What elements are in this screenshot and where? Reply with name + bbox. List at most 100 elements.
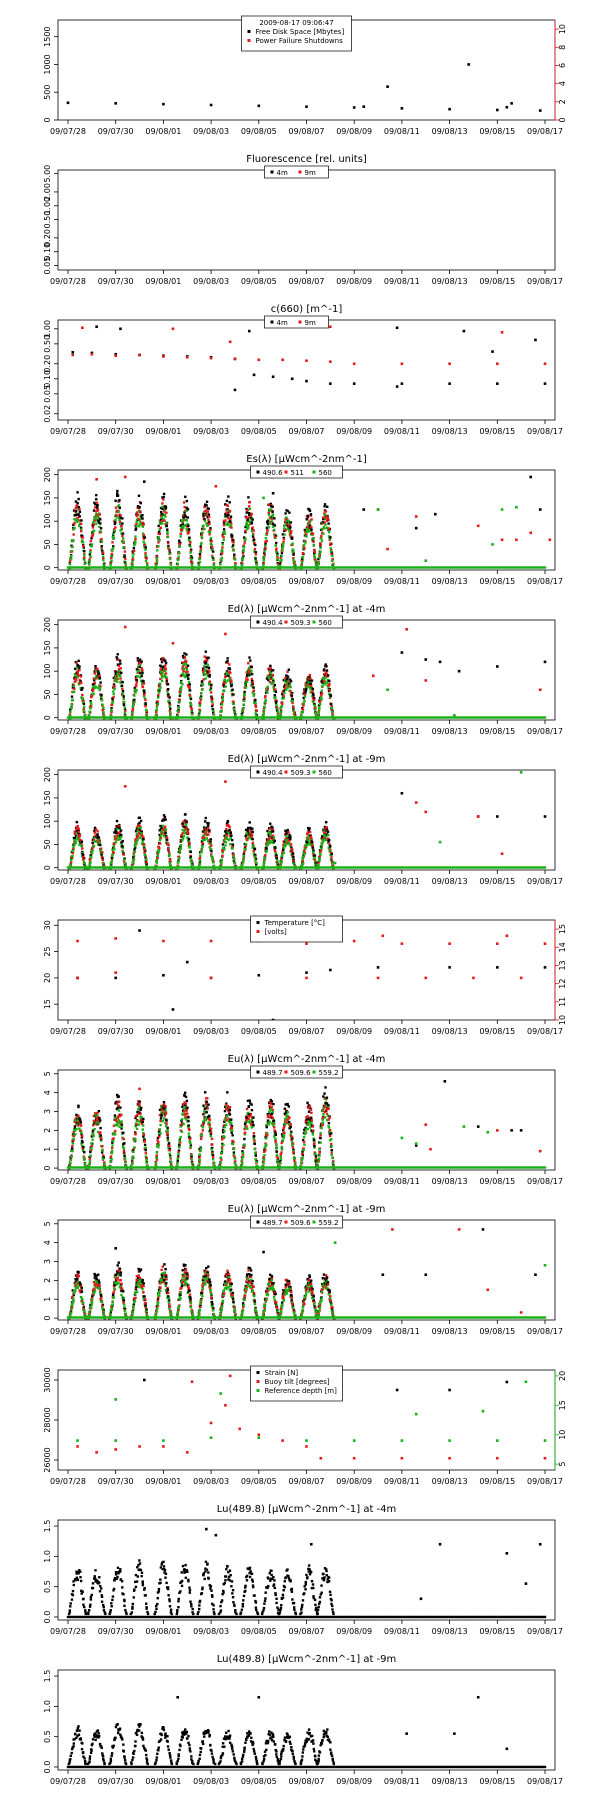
diurnal-point [145, 861, 148, 865]
baseline-point [347, 716, 350, 719]
diurnal-point [76, 670, 80, 673]
baseline-point [372, 566, 375, 569]
diurnal-point [189, 697, 193, 701]
y-tick-label: 0.10 [43, 243, 52, 261]
diurnal-point [310, 525, 313, 529]
diurnal-point [323, 831, 326, 835]
baseline-point [435, 566, 438, 569]
diurnal-point [310, 839, 313, 842]
diurnal-point [125, 718, 129, 720]
baseline-point [442, 566, 446, 569]
diurnal-point [211, 550, 215, 553]
diurnal-point [289, 843, 293, 846]
baseline-point [509, 716, 512, 719]
baseline-point [360, 566, 364, 569]
diurnal-point [168, 702, 171, 705]
diurnal-point [91, 841, 94, 845]
baseline-point [185, 566, 188, 569]
data-point [290, 377, 294, 381]
diurnal-point [264, 694, 267, 698]
diurnal-point [280, 704, 284, 708]
diurnal-point [231, 544, 235, 547]
baseline-point [328, 866, 331, 869]
baseline-point [99, 866, 102, 869]
legend-box [250, 465, 343, 479]
diurnal-point [121, 680, 124, 684]
x-tick-label: 09/08/17 [527, 127, 563, 136]
diurnal-point [229, 676, 232, 680]
baseline-point [95, 866, 98, 869]
data-point [305, 379, 308, 383]
diurnal-point [121, 534, 124, 538]
x-tick-label: 09/08/07 [289, 727, 325, 736]
diurnal-point [78, 665, 81, 668]
diurnal-point [112, 690, 115, 693]
diurnal-point [188, 686, 191, 689]
diurnal-point [328, 843, 331, 846]
diurnal-point [131, 560, 134, 564]
diurnal-point [200, 536, 203, 539]
diurnal-point [188, 689, 192, 692]
diurnal-point [330, 859, 334, 863]
diurnal-point [96, 667, 99, 671]
diurnal-point [101, 549, 104, 553]
diurnal-point [90, 543, 94, 546]
baseline-point [385, 716, 388, 719]
data-point [438, 660, 442, 664]
baseline-point [404, 716, 407, 719]
diurnal-point [266, 691, 269, 694]
data-point [352, 362, 356, 366]
diurnal-point [326, 674, 330, 677]
diurnal-point [224, 841, 228, 844]
baseline-point [244, 866, 247, 869]
diurnal-point [119, 516, 122, 519]
data-point [543, 362, 547, 366]
diurnal-point [164, 831, 167, 835]
diurnal-point [226, 661, 229, 664]
data-point [529, 531, 532, 535]
diurnal-point [78, 843, 81, 846]
diurnal-point [99, 843, 102, 847]
baseline-point [85, 566, 89, 569]
diurnal-point [190, 858, 193, 862]
diurnal-point [89, 545, 93, 548]
baseline-point [228, 866, 232, 869]
legend-swatch [312, 620, 316, 624]
baseline-point [450, 566, 453, 569]
diurnal-point [242, 699, 246, 703]
baseline-point [272, 566, 276, 569]
data-point [400, 651, 404, 654]
diurnal-point [253, 547, 257, 551]
diurnal-point [136, 505, 140, 508]
diurnal-point [160, 668, 163, 671]
x-tick-label: 09/08/13 [432, 427, 468, 436]
diurnal-point [225, 680, 228, 683]
baseline-point [93, 566, 96, 569]
baseline-point [494, 566, 497, 569]
diurnal-point [144, 705, 147, 708]
data-point [114, 354, 117, 357]
diurnal-point [110, 559, 113, 562]
diurnal-point [183, 821, 187, 825]
x-tick-label: 09/08/17 [527, 727, 563, 736]
baseline-point [181, 566, 184, 569]
diurnal-point [111, 854, 114, 858]
baseline-point [143, 566, 146, 569]
diurnal-point [197, 713, 201, 717]
diurnal-point [110, 555, 114, 558]
diurnal-point [331, 712, 334, 715]
diurnal-point [158, 842, 162, 845]
diurnal-point [245, 521, 248, 525]
diurnal-point [138, 665, 142, 669]
y-tick-label: 0.20 [43, 355, 52, 373]
diurnal-point [291, 550, 295, 554]
baseline-point [89, 716, 93, 719]
data-point [500, 508, 504, 511]
baseline-point [417, 716, 421, 719]
diurnal-point [198, 704, 202, 707]
baseline-point [213, 716, 217, 719]
diurnal-point [160, 516, 164, 519]
diurnal-point [169, 864, 172, 867]
diurnal-point [84, 718, 88, 720]
baseline-point [141, 866, 144, 869]
